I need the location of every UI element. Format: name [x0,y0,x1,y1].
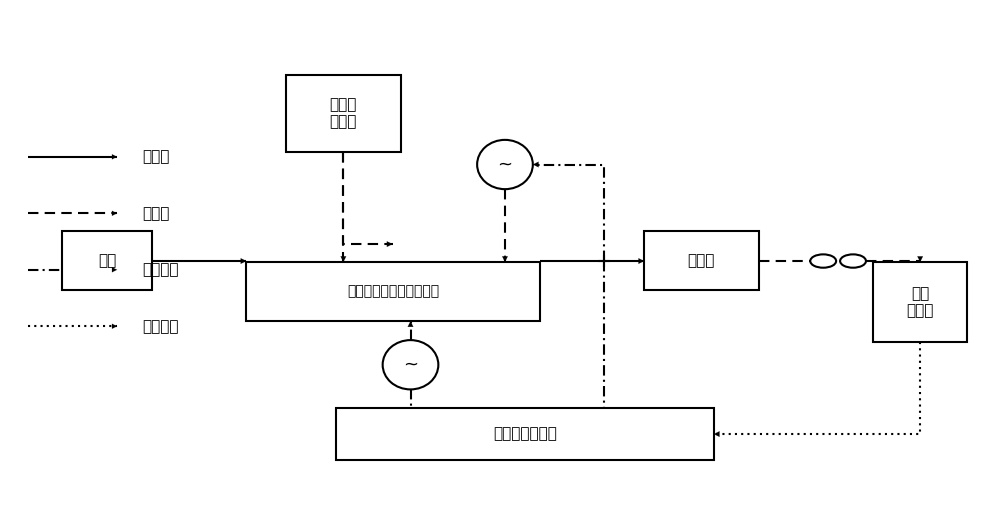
Circle shape [840,254,866,268]
Text: 控制信号: 控制信号 [142,262,178,277]
Text: 幅相
接收机: 幅相 接收机 [906,285,934,318]
Bar [336,408,714,460]
Bar [62,231,152,290]
Text: 双驱动马赫曾德尔调制器: 双驱动马赫曾德尔调制器 [347,284,439,298]
Bar [644,231,759,290]
Circle shape [810,254,836,268]
Text: ~: ~ [403,356,418,374]
Text: 待测件: 待测件 [688,253,715,268]
Text: 光信号: 光信号 [142,149,169,165]
Text: 偏置点
控制器: 偏置点 控制器 [330,97,357,129]
Ellipse shape [383,340,438,389]
Text: 电信号: 电信号 [142,206,169,221]
Text: 处理及控制单元: 处理及控制单元 [493,427,557,442]
Text: 数据信号: 数据信号 [142,319,178,334]
Bar [873,262,967,342]
Bar [246,262,540,321]
Bar [286,75,401,152]
Ellipse shape [477,140,533,189]
Text: ~: ~ [497,156,513,173]
Text: 光源: 光源 [98,253,116,268]
